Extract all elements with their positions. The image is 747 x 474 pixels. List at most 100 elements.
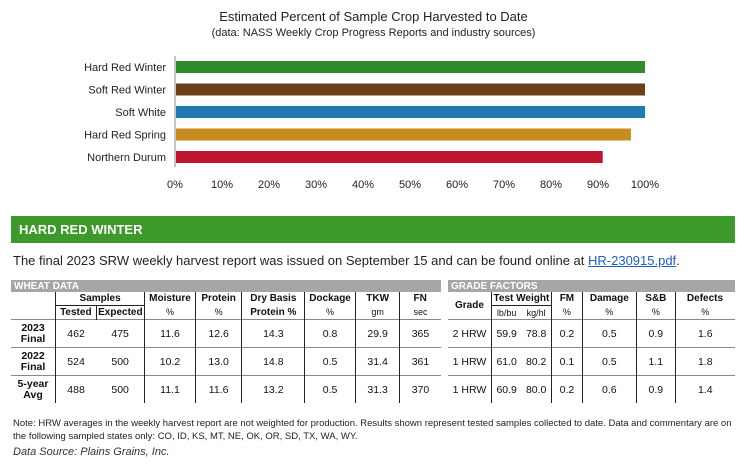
moisture-cell: 11.6 bbox=[144, 319, 196, 348]
tkw-cell: 29.9 bbox=[355, 319, 401, 348]
moisture-unit: % bbox=[144, 305, 196, 320]
x-tick-label: 60% bbox=[446, 179, 468, 191]
fn-unit: sec bbox=[413, 307, 428, 318]
defects-header: Defects bbox=[675, 292, 735, 306]
tested-cell: 488 bbox=[55, 375, 97, 403]
dockage-cell: 0.5 bbox=[304, 347, 356, 376]
sb-header: S&B bbox=[636, 292, 677, 306]
fn-cell: 365 bbox=[399, 319, 441, 348]
x-tick-label: 0% bbox=[167, 179, 183, 191]
drybasis-cell: 14.8 bbox=[241, 347, 306, 376]
tkw-cell: 31.3 bbox=[355, 375, 401, 403]
kghl-cell: 80.2 bbox=[521, 347, 552, 376]
bar bbox=[176, 151, 603, 163]
row-label: 5-year Avg bbox=[11, 375, 57, 403]
category-label: Hard Red Winter bbox=[84, 62, 166, 74]
lbbu-cell: 60.9 bbox=[491, 375, 522, 403]
category-label: Soft White bbox=[115, 107, 166, 119]
damage-cell: 0.6 bbox=[582, 375, 637, 403]
kghl-cell: 78.8 bbox=[521, 319, 552, 348]
x-tick-label: 100% bbox=[631, 179, 659, 191]
defects-cell: 1.8 bbox=[675, 347, 735, 376]
bar bbox=[176, 61, 645, 73]
tkw-cell: 31.4 bbox=[355, 347, 401, 376]
expected-cell: 500 bbox=[96, 375, 146, 403]
defects-unit: % bbox=[701, 307, 710, 318]
kghl-cell: 80.0 bbox=[521, 375, 552, 403]
fm-cell: 0.2 bbox=[551, 319, 583, 348]
data-source: Data Source: Plains Grains, Inc. bbox=[13, 446, 170, 458]
tkw-header: TKW bbox=[355, 292, 401, 306]
chart-subtitle: (data: NASS Weekly Crop Progress Reports… bbox=[211, 27, 536, 39]
protein-cell: 12.6 bbox=[195, 319, 243, 348]
expected-header: Expected bbox=[96, 305, 146, 320]
protein-unit: % bbox=[195, 305, 243, 320]
drybasis-cell: 14.3 bbox=[241, 319, 306, 348]
row-label: 2023 Final bbox=[11, 319, 57, 348]
lbbu-cell: 59.9 bbox=[491, 319, 522, 348]
table-row: 2023 Final 462 475 11.6 12.6 14.3 0.8 29.… bbox=[11, 319, 441, 348]
x-tick-label: 50% bbox=[399, 179, 421, 191]
table-row: 1 HRW 60.9 80.0 0.2 0.6 0.9 1.4 bbox=[448, 375, 735, 403]
table-row: 2022 Final 524 500 10.2 13.0 14.8 0.5 31.… bbox=[11, 347, 441, 376]
damage-header: Damage bbox=[582, 292, 637, 306]
report-link[interactable]: HR-230915.pdf bbox=[588, 253, 677, 268]
category-label: Soft Red Winter bbox=[88, 85, 166, 97]
harvest-chart: Estimated Percent of Sample Crop Harvest… bbox=[0, 0, 747, 200]
tested-cell: 462 bbox=[55, 319, 97, 348]
corner-cell bbox=[11, 292, 57, 320]
tested-cell: 524 bbox=[55, 347, 97, 376]
wheat-data-table: WHEAT DATA Samples Moisture Protein Dry … bbox=[11, 280, 441, 403]
fm-cell: 0.1 bbox=[551, 347, 583, 376]
dockage-unit: % bbox=[304, 305, 356, 320]
moisture-cell: 10.2 bbox=[144, 347, 196, 376]
sb-cell: 0.9 bbox=[636, 319, 677, 348]
drybasis-subheader: Protein % bbox=[241, 305, 306, 320]
testweight-header: Test Weight bbox=[491, 292, 552, 306]
tested-header: Tested bbox=[55, 305, 97, 320]
protein-header: Protein bbox=[195, 292, 243, 306]
samples-header: Samples bbox=[55, 292, 146, 306]
x-tick-label: 70% bbox=[493, 179, 515, 191]
x-tick-label: 30% bbox=[305, 179, 327, 191]
fm-unit: % bbox=[551, 305, 583, 320]
report-end: . bbox=[676, 253, 680, 268]
section-banner: HARD RED WINTER bbox=[11, 216, 735, 243]
x-tick-label: 90% bbox=[587, 179, 609, 191]
grade-cell: 2 HRW bbox=[448, 319, 492, 348]
expected-cell: 500 bbox=[96, 347, 146, 376]
grade-cell: 1 HRW bbox=[448, 375, 492, 403]
chart-plot: Hard Red Winter Soft Red Winter Soft White… bbox=[84, 56, 659, 191]
tkw-unit: gm bbox=[355, 305, 401, 320]
lbbu-cell: 61.0 bbox=[491, 347, 522, 376]
category-label: Northern Durum bbox=[87, 152, 166, 164]
defects-cell: 1.6 bbox=[675, 319, 735, 348]
chart-title: Estimated Percent of Sample Crop Harvest… bbox=[219, 9, 528, 24]
x-tick-label: 80% bbox=[540, 179, 562, 191]
damage-unit: % bbox=[582, 305, 637, 320]
lbbu-header: lb/bu bbox=[496, 307, 517, 318]
dockage-cell: 0.8 bbox=[304, 319, 356, 348]
grade-factors-header: GRADE FACTORS bbox=[448, 280, 735, 292]
wheat-data-header: WHEAT DATA bbox=[11, 280, 441, 292]
x-tick-label: 40% bbox=[352, 179, 374, 191]
sb-cell: 1.1 bbox=[636, 347, 677, 376]
table-row: 2 HRW 59.9 78.8 0.2 0.5 0.9 1.6 bbox=[448, 319, 735, 348]
drybasis-header: Dry Basis bbox=[241, 292, 306, 306]
protein-cell: 11.6 bbox=[195, 375, 243, 403]
table-row: 1 HRW 61.0 80.2 0.1 0.5 1.1 1.8 bbox=[448, 347, 735, 376]
table-row: 5-year Avg 488 500 11.1 11.6 13.2 0.5 31.… bbox=[11, 375, 441, 403]
sb-cell: 0.9 bbox=[636, 375, 677, 403]
fn-header: FN bbox=[399, 292, 441, 306]
dockage-cell: 0.5 bbox=[304, 375, 356, 403]
x-tick-label: 20% bbox=[258, 179, 280, 191]
footnote: Note: HRW averages in the weekly harvest… bbox=[13, 418, 732, 442]
grade-factors-table: GRADE FACTORS Grade Test Weight FM Damag… bbox=[448, 280, 735, 403]
grade-header: Grade bbox=[448, 292, 492, 320]
row-label: 2022 Final bbox=[11, 347, 57, 376]
defects-cell: 1.4 bbox=[675, 375, 735, 403]
moisture-cell: 11.1 bbox=[144, 375, 196, 403]
dockage-header: Dockage bbox=[304, 292, 356, 306]
fn-cell: 370 bbox=[399, 375, 441, 403]
report-text: The final 2023 SRW weekly harvest report… bbox=[13, 253, 588, 268]
